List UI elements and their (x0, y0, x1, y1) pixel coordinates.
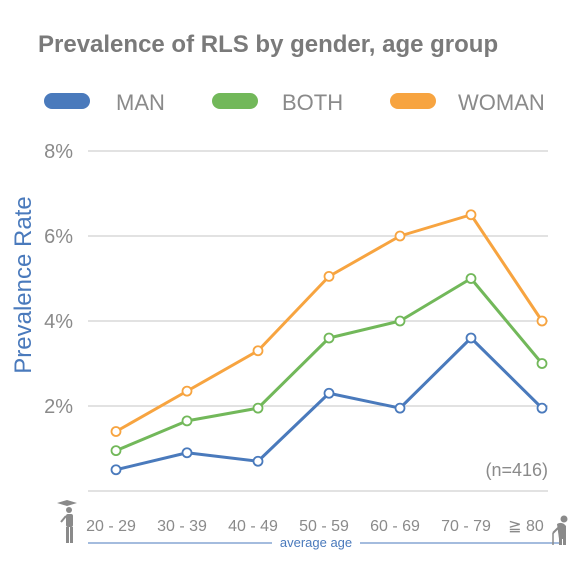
data-point (110, 426, 122, 437)
data-point (110, 464, 122, 476)
legend-label: MAN (116, 90, 165, 115)
x-tick-label: 30 - 39 (157, 518, 207, 535)
legend-swatch (212, 93, 258, 109)
series-both (110, 273, 548, 457)
data-point (252, 345, 264, 357)
legend-label: WOMAN (458, 90, 545, 115)
data-point (536, 315, 548, 327)
x-tick-label: ≧ 80 (508, 518, 544, 535)
legend-item-woman: WOMAN (390, 90, 545, 115)
x-tick-label: 40 - 49 (228, 518, 278, 535)
series-line (115, 277, 544, 453)
x-tick-label: 60 - 69 (370, 518, 420, 535)
elderly-person-icon (552, 515, 568, 545)
data-point (394, 315, 406, 327)
series-line (115, 213, 544, 433)
x-axis-label: average age (280, 535, 352, 550)
y-tick-label: 2% (44, 396, 73, 418)
legend-swatch (44, 93, 90, 109)
series-man (110, 332, 548, 476)
data-point (181, 385, 193, 397)
data-point (110, 445, 122, 457)
data-point (536, 402, 548, 414)
x-tick-labels: 20 - 29 30 - 39 40 - 49 50 - 59 60 - 69 70 - … (86, 518, 544, 535)
data-point (252, 402, 264, 414)
young-person-icon (57, 500, 77, 543)
series-line (115, 336, 544, 472)
data-point (465, 209, 477, 221)
data-point (394, 230, 406, 242)
y-axis-label: Prevalence Rate (10, 196, 37, 373)
grid-lines (88, 150, 548, 492)
data-point (465, 273, 477, 284)
chart-title: Prevalence of RLS by gender, age group (38, 31, 498, 58)
legend-label: BOTH (282, 90, 343, 115)
x-tick-label: 70 - 79 (441, 518, 491, 535)
data-point (323, 270, 335, 282)
legend-swatch (390, 93, 436, 109)
x-tick-label: 50 - 59 (299, 518, 349, 535)
data-point (394, 402, 406, 414)
y-tick-label: 8% (44, 141, 73, 163)
data-point (323, 332, 335, 344)
x-tick-label: 20 - 29 (86, 518, 136, 535)
y-tick-label: 4% (44, 311, 73, 333)
y-tick-labels: 2% 4% 6% 8% (44, 141, 73, 418)
series-group (110, 209, 548, 476)
legend: MAN BOTH WOMAN (44, 90, 545, 115)
legend-item-man: MAN (44, 90, 165, 115)
data-point (536, 358, 548, 369)
data-point (323, 387, 335, 399)
data-point (465, 332, 477, 344)
data-point (252, 455, 264, 467)
data-point (181, 415, 193, 427)
legend-item-both: BOTH (212, 90, 343, 115)
series-woman (110, 209, 548, 437)
sample-size-annotation: (n=416) (485, 460, 548, 480)
data-point (181, 447, 193, 459)
y-tick-label: 6% (44, 226, 73, 248)
